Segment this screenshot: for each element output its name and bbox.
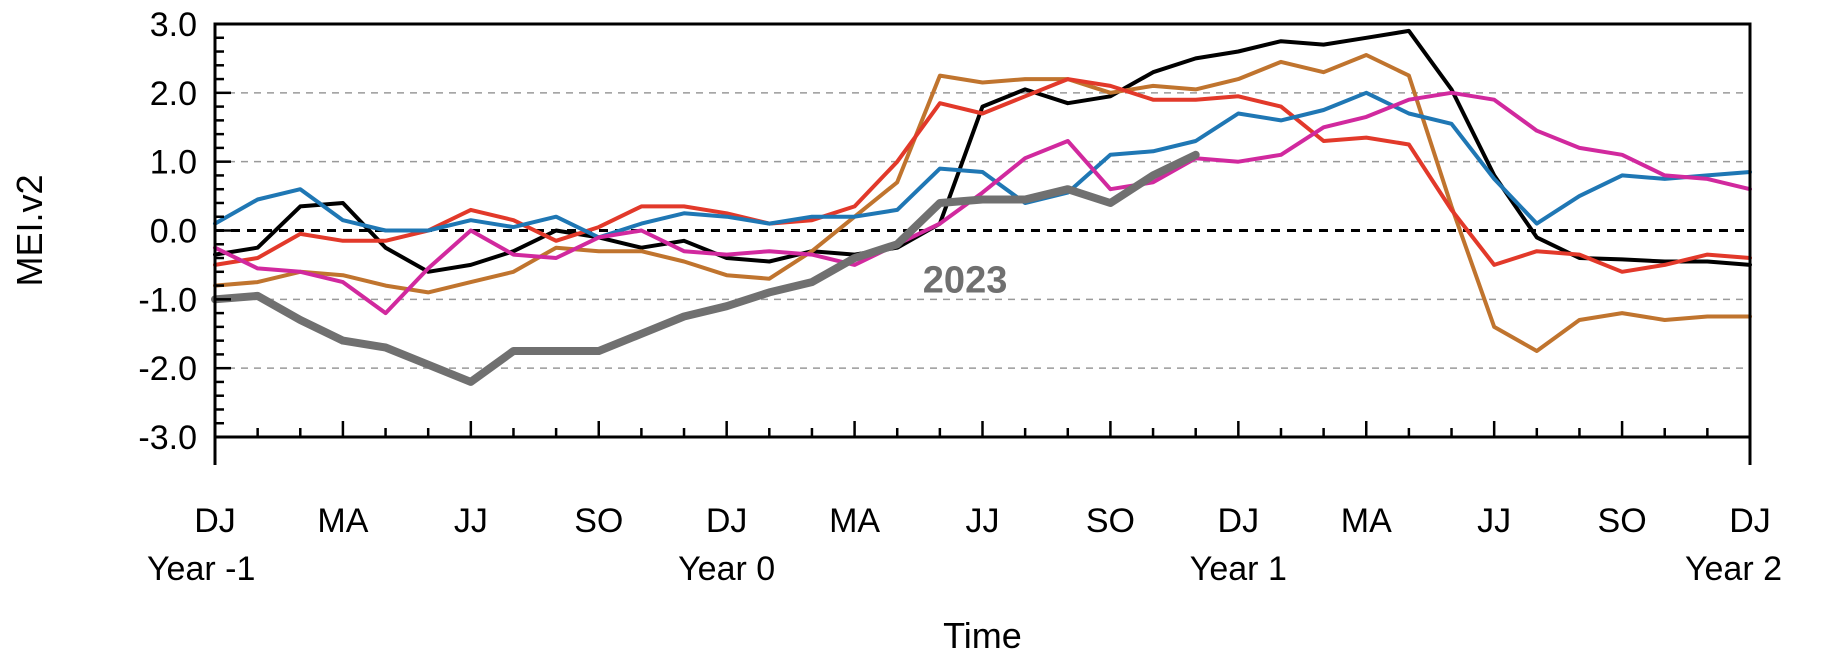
- x-tick-label: MA: [1341, 502, 1392, 540]
- y-tick-label: -1.0: [138, 281, 197, 319]
- grid-lines: [215, 92, 1750, 369]
- y-axis: -3.0 -2.0 -1.0 0.0 1.0 2.0 3.0: [138, 6, 231, 457]
- series-line-2: [213, 53, 1752, 353]
- y-tick-label: 0.0: [150, 213, 197, 251]
- y-tick-label: 1.0: [150, 144, 197, 182]
- series-line-4: [213, 90, 1752, 240]
- x-tick-label: DJ: [1218, 502, 1260, 540]
- x-tick-label: JJ: [454, 502, 488, 540]
- x-tick-label: SO: [1598, 502, 1647, 540]
- series-line-3: [213, 77, 1752, 274]
- x-tick-label: SO: [1086, 502, 1135, 540]
- annotation-2023: 2023: [923, 260, 1008, 302]
- y-tick-label: 2.0: [150, 75, 197, 113]
- y-tick-label: -3.0: [138, 419, 197, 457]
- y-tick-label: 3.0: [150, 6, 197, 44]
- y-tick-label: -2.0: [138, 350, 197, 388]
- x-tick-label: JJ: [966, 502, 1000, 540]
- x-year-label: Year 2: [1685, 550, 1782, 588]
- x-tick-label: DJ: [194, 502, 236, 540]
- series-line-1: [213, 28, 1752, 274]
- y-axis-title: MEI.v2: [9, 174, 50, 286]
- x-year-label: Year -1: [147, 550, 255, 588]
- series-line-5: [213, 90, 1752, 316]
- x-tick-label: DJ: [1729, 502, 1771, 540]
- x-tick-label: DJ: [706, 502, 748, 540]
- x-tick-label: SO: [574, 502, 623, 540]
- x-tick-label: MA: [829, 502, 880, 540]
- x-tick-label: MA: [317, 502, 368, 540]
- x-year-label: Year 0: [678, 550, 775, 588]
- x-axis-title: Time: [943, 615, 1022, 654]
- series-line-6: [211, 150, 1200, 386]
- x-year-label: Year 1: [1190, 550, 1287, 588]
- series-layer: [211, 28, 1752, 386]
- x-axis: DJ Year -1 MA JJ SO DJ Year 0 MA JJ SO DJ Year 1 MA J…: [147, 421, 1782, 588]
- x-tick-label: JJ: [1477, 502, 1511, 540]
